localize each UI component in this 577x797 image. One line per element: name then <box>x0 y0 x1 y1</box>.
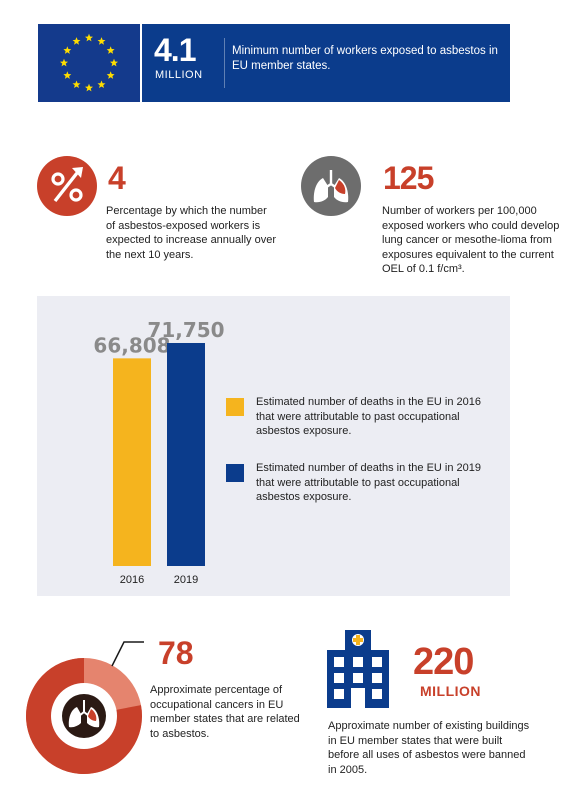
workers-exposed-banner: 4.1 MILLION Minimum number of workers ex… <box>142 24 510 102</box>
eu-star <box>60 58 68 67</box>
lungs-glyph <box>313 170 349 203</box>
bar-2016 <box>113 358 151 566</box>
cancer-share-description: Approximate percentage of occupational c… <box>150 684 300 740</box>
eu-star <box>72 80 81 88</box>
eu-star <box>85 83 93 92</box>
eu-star <box>97 37 106 45</box>
deaths-chart-panel: 66,808 2016 71,750 2019 Estimated number of… <box>37 296 510 596</box>
banner-text: Minimum number of workers exposed to asb… <box>232 45 498 72</box>
cancer-share-value: 78 <box>158 635 194 671</box>
legend-swatch-2019 <box>226 464 244 482</box>
eu-star <box>63 46 72 54</box>
growth-value: 4 <box>108 160 126 196</box>
building-icon <box>327 630 389 708</box>
banner-unit: MILLION <box>155 69 203 81</box>
legend-swatch-2016 <box>226 398 244 416</box>
bar-value-label: 71,750 <box>147 318 224 342</box>
banner-divider <box>224 38 225 88</box>
percent-arrow-glyph <box>51 167 83 203</box>
deaths-bar-chart: 66,808 2016 71,750 2019 <box>93 318 224 586</box>
lungs-icon <box>62 694 106 738</box>
eu-star <box>63 71 72 79</box>
eu-star <box>72 37 81 45</box>
eu-star <box>106 46 115 54</box>
buildings-description: Approximate number of existing buildings… <box>328 720 530 776</box>
lungs-icon <box>301 156 361 216</box>
category-label: 2016 <box>120 574 144 586</box>
eu-star <box>97 80 106 88</box>
eu-star <box>106 71 115 79</box>
bar-value-label: 66,808 <box>93 333 170 357</box>
buildings-value: 220 <box>413 641 474 683</box>
legend-text-2019: Estimated number of deaths in the EU in … <box>256 462 482 503</box>
category-label: 2019 <box>174 574 198 586</box>
cancer-risk-value: 125 <box>383 160 434 196</box>
growth-description: Percentage by which the number of asbest… <box>106 205 276 261</box>
eu-star <box>85 33 93 42</box>
banner-value: 4.1 <box>154 32 196 68</box>
buildings-unit: MILLION <box>420 683 482 699</box>
eu-flag-icon <box>38 24 140 102</box>
bar-2019 <box>167 342 205 566</box>
eu-star <box>110 58 118 67</box>
cancer-share-donut <box>25 641 144 774</box>
cancer-risk-description: Number of workers per 100,000 exposed wo… <box>382 205 560 275</box>
percent-up-icon <box>37 156 97 216</box>
eu-stars-icon <box>60 33 118 92</box>
legend-text-2016: Estimated number of deaths in the EU in … <box>256 396 482 437</box>
